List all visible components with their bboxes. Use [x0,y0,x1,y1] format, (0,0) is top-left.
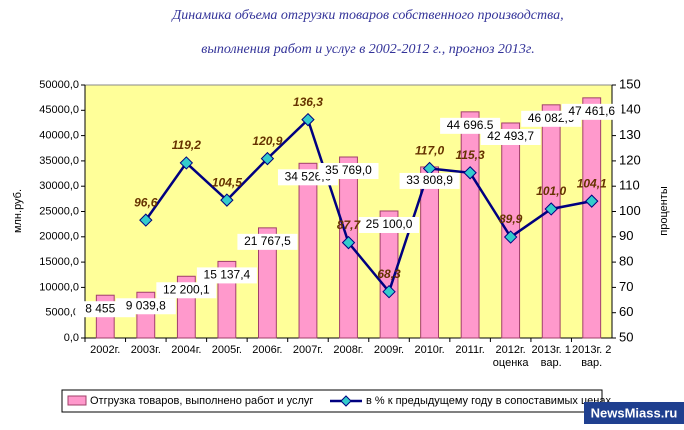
line-marker [341,235,356,250]
value-label-box [480,128,541,145]
value-label-box [237,233,298,250]
y2-tick-label: 50 [619,329,633,344]
value-label-box [561,103,622,120]
x-tick-label: 2012г. оценка [492,344,529,369]
y2-tick-label: 80 [619,254,633,269]
value-label: 33 808,9 [406,173,453,187]
value-label: 87,7 [337,218,362,232]
x-tick-label: 2013г. 2 вар. [572,344,612,369]
y2-tick-label: 150 [619,76,641,91]
value-label-box [115,298,176,315]
value-label: 21 767,5 [244,234,291,248]
value-label: 96,6 [134,195,158,209]
y-tick-label: 45000,0 [39,104,79,116]
y-axis-title: млн.руб. [12,189,24,233]
value-label: 101,0 [536,184,566,198]
y-tick-label: 10000,0 [39,281,79,293]
value-label: 136,3 [293,95,323,109]
watermark-box [584,402,684,424]
bar [379,210,399,339]
y2-tick-label: 110 [619,178,640,193]
y-tick-label: 50000,0 [39,79,79,91]
value-label-box [399,172,460,189]
value-label: 115,3 [456,148,485,162]
bar [258,227,277,339]
legend-label: в % к предыдущему году в сопоставимых це… [366,395,611,407]
value-label: 68,3 [377,267,401,281]
chart-title: Динамика объема отгрузки товаров собстве… [170,8,563,23]
legend-swatch [67,395,87,406]
value-label-box [318,163,379,180]
line-marker [139,213,153,227]
legend-swatch [340,395,352,407]
y-tick-label: 25000,0 [39,205,79,217]
line-marker [301,112,315,127]
x-tick-label: 2008г. [333,344,364,356]
chart-title: выполнения работ и услуг в 2002-2012 г.,… [201,42,534,57]
value-label: 42 493,7 [487,129,534,143]
y-tick-label: 20000,0 [39,231,79,243]
y-tick-label: 5000,0 [45,307,79,319]
value-label: 35 769,0 [325,163,372,177]
x-tick-label: 2013г. 1 вар. [531,344,571,369]
line-marker [382,284,396,299]
y2-tick-label: 140 [619,102,641,117]
y2-axis-title: проценты [658,186,670,236]
value-label: 25 100,0 [366,217,413,231]
x-tick-label: 2005г. [211,344,242,356]
value-label: 89,9 [499,212,523,226]
y-tick-label: 0,0 [64,332,79,344]
value-label: 120,9 [252,134,282,148]
value-label: 8 455,8 [85,301,125,315]
line-marker [463,166,477,180]
line-marker [544,202,558,216]
bar [541,104,561,339]
line-marker [220,193,234,207]
value-label: 9 039,8 [126,298,166,312]
x-tick-label: 2004г. [171,344,202,356]
value-label-box [156,282,217,299]
value-label: 117,0 [415,144,444,158]
value-label: 104,5 [212,175,242,189]
y-tick-label: 30000,0 [39,180,79,192]
legend-label: Отгрузка товаров, выполнено работ и услу… [90,395,313,407]
bar [460,111,480,339]
line [144,117,592,295]
x-tick-label: 2011г. [455,344,485,356]
y2-tick-label: 120 [619,152,641,167]
y2-tick-label: 70 [619,279,633,294]
y-tick-label: 35000,0 [39,155,79,167]
bar [420,166,439,339]
x-tick-label: 2010г. [414,344,445,356]
line-marker [179,156,194,170]
line-marker [503,230,518,244]
line-marker [260,151,275,166]
y2-tick-label: 130 [619,127,641,142]
x-tick-label: 2009г. [373,344,405,356]
x-tick-label: 2006г. [252,344,283,356]
y2-tick-label: 90 [619,228,633,243]
value-label: 119,2 [172,138,201,152]
x-tick-label: 2002г. [90,344,121,356]
value-label: 47 461,6 [568,104,615,118]
line-marker [585,194,599,208]
watermark: NewsMiass.ru [591,405,678,420]
y2-tick-label: 60 [619,304,633,319]
y-tick-label: 40000,0 [39,130,79,142]
x-tick-label: 2007г. [292,344,324,356]
value-label: 15 137,4 [204,268,251,282]
x-tick-label: 2003г. [130,344,161,356]
value-label: 44 696,5 [447,118,494,132]
y-tick-label: 15000,0 [39,256,79,268]
value-label-box [359,216,420,233]
value-label-box [196,267,257,284]
bar [582,97,602,339]
value-label: 104,1 [577,176,607,190]
value-label: 12 200,1 [163,282,210,296]
bar [298,162,318,339]
y2-tick-label: 100 [619,203,641,218]
